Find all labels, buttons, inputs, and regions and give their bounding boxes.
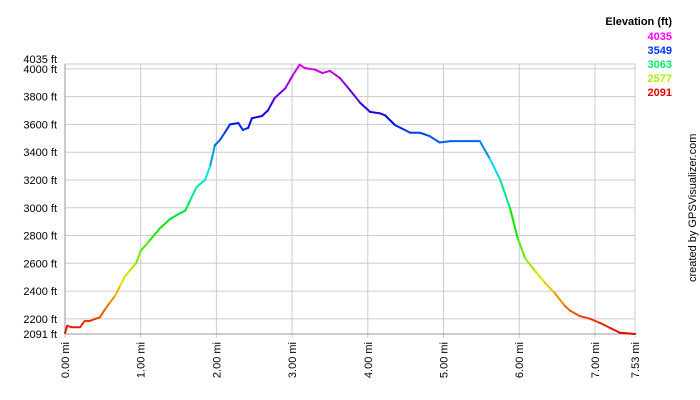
profile-segment <box>148 227 161 242</box>
profile-segment <box>338 76 351 91</box>
x-axis-labels: 0.00 mi 1.00 mi 2.00 mi 3.00 mi 4.00 mi 5.00 … <box>60 342 642 378</box>
profile-segment <box>98 308 107 319</box>
profile-segment <box>158 217 172 230</box>
profile-segment <box>119 275 126 287</box>
x-tick-label: 3.00 mi <box>287 342 299 378</box>
profile-segment <box>578 315 592 320</box>
profile-segment <box>609 326 621 334</box>
x-tick-label: 1.00 mi <box>136 342 148 378</box>
legend: Elevation (ft) 4035 3549 3063 2577 2091 <box>605 16 672 99</box>
x-tick-label: 2.00 mi <box>211 342 223 378</box>
profile-segment <box>64 324 69 335</box>
profile-segment <box>348 88 362 104</box>
y-tick-label: 3000 ft <box>23 203 57 215</box>
profile-segment <box>79 319 86 329</box>
x-tick-label: 6.00 mi <box>514 342 526 378</box>
profile-segment <box>169 212 182 220</box>
legend-entry: 2577 <box>648 73 672 85</box>
profile-segment <box>273 87 287 100</box>
profile-segment <box>247 117 253 129</box>
profile-segment <box>260 109 269 118</box>
x-tick-label: 7.53 mi <box>630 342 642 378</box>
profile-segment <box>359 101 372 113</box>
profile-segment <box>384 114 397 127</box>
profile-segment <box>534 269 546 284</box>
profile-segment <box>139 239 151 252</box>
profile-segment <box>589 317 602 325</box>
profile-segment <box>478 140 491 160</box>
x-tick-label: 0.00 mi <box>60 342 72 378</box>
profile-segment <box>298 63 306 70</box>
profile-segment <box>223 123 232 134</box>
y-tick-label: 3400 ft <box>23 147 57 159</box>
profile-segment <box>428 135 441 144</box>
profile-segment <box>509 207 519 240</box>
profile-segment <box>209 144 216 167</box>
y-tick-label: 2200 ft <box>23 314 57 326</box>
profile-segment <box>488 157 502 181</box>
y-tick-label: 3600 ft <box>23 119 57 131</box>
profile-segment <box>237 122 244 131</box>
profile-segment <box>291 63 301 77</box>
profile-segment <box>188 185 198 202</box>
x-tick-label: 7.00 mi <box>590 342 602 378</box>
y-tick-label: 3200 ft <box>23 175 57 187</box>
profile-segment <box>524 257 537 272</box>
profile-segment <box>129 262 138 272</box>
profile-segment <box>438 140 452 144</box>
y-tick-label: 2400 ft <box>23 286 57 298</box>
profile-segment <box>369 110 381 115</box>
profile-segment <box>213 138 222 147</box>
profile-segment <box>284 74 294 90</box>
y-tick-label: 4000 ft <box>23 64 57 76</box>
profile-segment <box>266 97 276 112</box>
x-tick-label: 4.00 mi <box>363 342 375 378</box>
y-tick-label: 4035 ft <box>23 54 57 66</box>
profile-segment <box>104 301 111 311</box>
profile-segment <box>123 269 132 278</box>
profile-segment <box>599 322 612 329</box>
profile-segment <box>113 284 122 297</box>
elevation-profile-line <box>64 63 636 335</box>
x-tick-label: 5.00 mi <box>438 342 450 378</box>
profile-segment <box>419 131 431 138</box>
profile-segment <box>135 249 142 265</box>
legend-entry: 3063 <box>648 59 672 71</box>
grid <box>64 63 636 338</box>
profile-segment <box>321 69 331 75</box>
y-axis-labels: 2091 ft 2200 ft 2400 ft 2600 ft 2800 ft 3000 … <box>23 54 57 341</box>
profile-segment <box>108 294 116 304</box>
profile-segment <box>195 178 207 188</box>
profile-segment <box>563 304 571 312</box>
profile-segment <box>204 164 212 181</box>
profile-segment <box>499 178 512 210</box>
legend-entry: 2091 <box>648 87 672 99</box>
profile-segment <box>553 292 566 307</box>
profile-segment <box>543 281 556 295</box>
profile-segment <box>303 67 316 71</box>
profile-segment <box>313 68 324 75</box>
legend-entry: 3549 <box>648 45 672 57</box>
y-tick-label: 2800 ft <box>23 231 57 243</box>
profile-segment <box>618 331 636 335</box>
y-tick-label: 2091 ft <box>23 329 57 341</box>
profile-segment <box>184 199 191 212</box>
profile-segment <box>568 309 581 318</box>
y-tick-label: 2600 ft <box>23 258 57 270</box>
profile-segment <box>394 124 406 131</box>
y-tick-label: 3800 ft <box>23 92 57 104</box>
profile-segment <box>219 131 226 141</box>
profile-segment <box>250 115 263 120</box>
credit-text: created by GPSVisualizer.com <box>687 134 699 282</box>
legend-entry: 4035 <box>648 31 672 43</box>
profile-segment <box>328 69 341 79</box>
profile-segment <box>229 122 240 126</box>
profile-segment <box>516 237 527 260</box>
legend-title: Elevation (ft) <box>605 16 672 28</box>
